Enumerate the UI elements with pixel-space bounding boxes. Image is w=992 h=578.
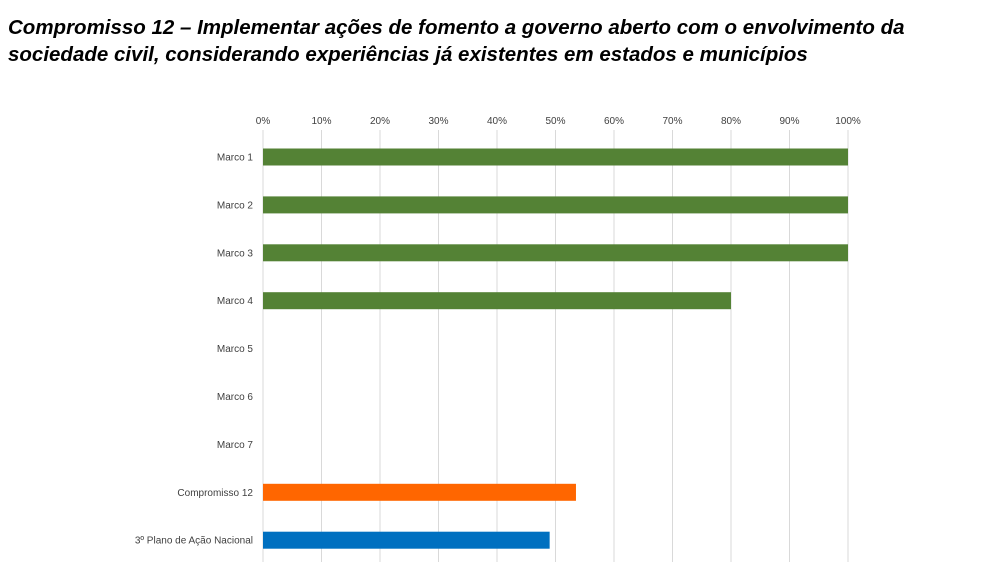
y-tick-label: Marco 3 bbox=[217, 248, 254, 259]
bar-marco-2 bbox=[263, 196, 848, 214]
bar-marco-4 bbox=[263, 292, 731, 310]
bar-3-plano-de-a-o-nacional bbox=[263, 531, 550, 549]
chart-title: Compromisso 12 – Implementar ações de fo… bbox=[8, 16, 905, 66]
y-tick-label: Marco 5 bbox=[217, 344, 254, 355]
x-tick-label: 90% bbox=[779, 116, 799, 127]
x-tick-label: 50% bbox=[545, 116, 565, 127]
y-tick-label: Marco 1 bbox=[217, 153, 254, 164]
bar-compromisso-12 bbox=[263, 483, 576, 501]
x-tick-label: 20% bbox=[370, 116, 390, 127]
x-tick-label: 100% bbox=[835, 116, 861, 127]
y-tick-label: Marco 6 bbox=[217, 392, 254, 403]
y-tick-label: 3º Plano de Ação Nacional bbox=[135, 536, 253, 547]
y-tick-label: Marco 4 bbox=[217, 296, 254, 307]
bar-marco-1 bbox=[263, 148, 848, 166]
y-tick-label: Marco 7 bbox=[217, 440, 254, 451]
x-tick-label: 30% bbox=[428, 116, 448, 127]
bar-marco-3 bbox=[263, 244, 848, 262]
x-tick-label: 60% bbox=[604, 116, 624, 127]
x-tick-label: 80% bbox=[721, 116, 741, 127]
y-tick-label: Compromisso 12 bbox=[177, 488, 253, 499]
x-tick-label: 0% bbox=[256, 116, 271, 127]
y-tick-label: Marco 2 bbox=[217, 200, 254, 211]
x-tick-label: 10% bbox=[311, 116, 331, 127]
x-tick-label: 70% bbox=[662, 116, 682, 127]
x-tick-label: 40% bbox=[487, 116, 507, 127]
